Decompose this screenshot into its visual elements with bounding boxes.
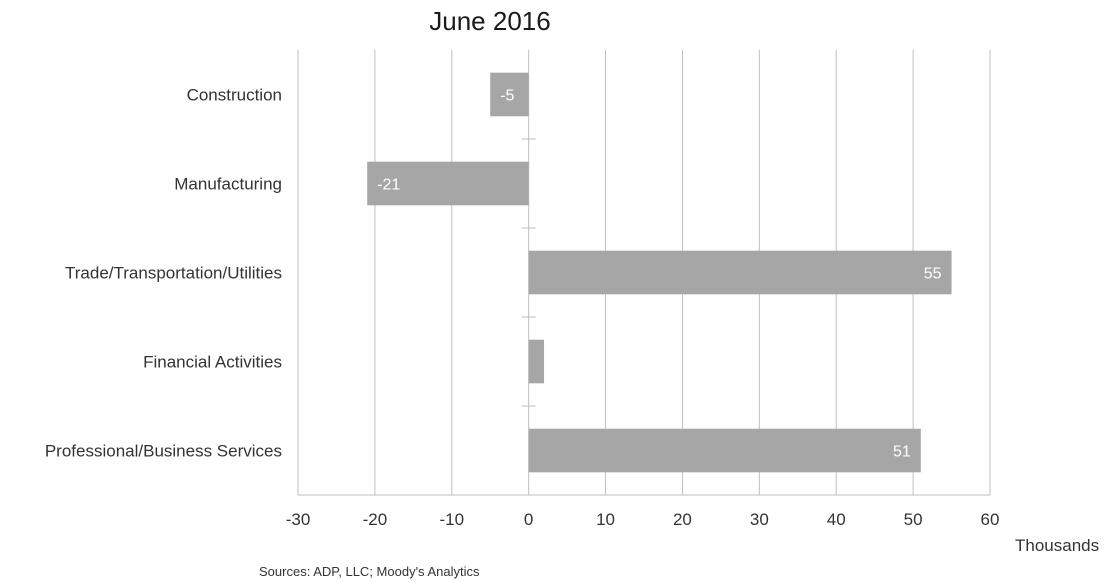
x-tick-label: 0 bbox=[524, 510, 533, 529]
bars: -5 -21 55 2 51 bbox=[367, 72, 952, 473]
x-tick-label: 60 bbox=[981, 510, 1000, 529]
bar-value-label: -21 bbox=[377, 177, 400, 194]
x-tick-label: 40 bbox=[827, 510, 846, 529]
bar bbox=[528, 428, 921, 473]
category-label: Financial Activities bbox=[143, 353, 282, 372]
x-axis-unit-label: Thousands bbox=[1015, 536, 1100, 555]
category-label: Trade/Transportation/Utilities bbox=[65, 264, 282, 283]
category-label: Professional/Business Services bbox=[45, 442, 282, 461]
gridlines bbox=[297, 50, 991, 496]
bar bbox=[367, 161, 529, 206]
x-tick-label: -30 bbox=[286, 510, 311, 529]
category-label: Construction bbox=[187, 86, 282, 105]
x-tick-label: 50 bbox=[904, 510, 923, 529]
x-tick-label: 10 bbox=[596, 510, 615, 529]
x-tick-label: 30 bbox=[750, 510, 769, 529]
x-tick-label: -10 bbox=[439, 510, 464, 529]
x-tick-label: 20 bbox=[673, 510, 692, 529]
bar-value-label: 51 bbox=[893, 444, 911, 461]
x-tick-label: -20 bbox=[363, 510, 388, 529]
bar bbox=[528, 339, 545, 384]
bar-value-label: 55 bbox=[924, 266, 942, 283]
bar bbox=[490, 72, 529, 117]
bar bbox=[528, 250, 952, 295]
category-label: Manufacturing bbox=[174, 175, 282, 194]
category-labels: Construction Manufacturing Trade/Transport… bbox=[45, 86, 282, 461]
x-axis-ticks: -30 -20 -10 0 10 20 30 40 50 60 bbox=[286, 510, 1000, 529]
bar-value-label: -5 bbox=[500, 88, 514, 105]
chart-title: June 2016 bbox=[429, 6, 551, 36]
source-note: Sources: ADP, LLC; Moody's Analytics bbox=[259, 564, 480, 579]
bar-value-label: 2 bbox=[545, 355, 554, 372]
